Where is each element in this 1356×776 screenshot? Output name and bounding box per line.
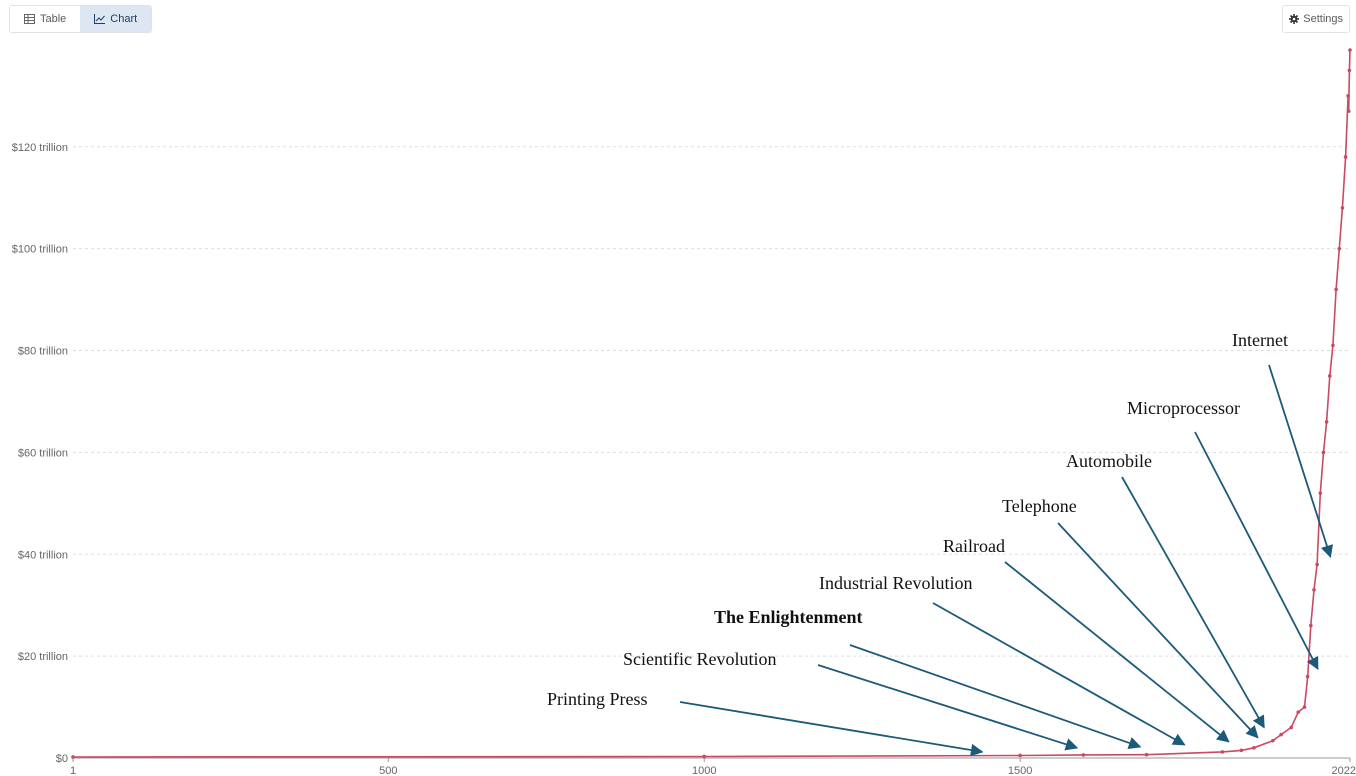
y-tick-label: $40 trillion <box>18 549 68 561</box>
table-tab-label: Table <box>40 13 67 25</box>
annotation-label: Railroad <box>943 536 1005 556</box>
data-point <box>1318 491 1323 495</box>
annotation-arrow <box>1121 476 1265 729</box>
data-point <box>1239 748 1244 753</box>
data-point <box>1346 109 1351 113</box>
annotation-arrow <box>1268 364 1333 559</box>
data-point <box>1348 48 1352 52</box>
data-point <box>1305 674 1310 679</box>
data-point <box>1315 562 1319 567</box>
chart-tab-label: Chart <box>110 13 138 25</box>
y-tick-label: $0 <box>56 753 68 765</box>
annotation-arrow <box>817 664 1079 751</box>
annotation-arrow <box>849 644 1142 749</box>
annotation-arrow <box>1194 431 1319 670</box>
y-tick-label: $20 trillion <box>18 651 68 663</box>
data-point <box>1321 450 1326 455</box>
data-point <box>1312 588 1316 592</box>
gear-icon <box>1289 14 1300 24</box>
annotation-arrow <box>1057 522 1259 739</box>
data-point <box>1324 420 1329 424</box>
data-point <box>1302 705 1307 709</box>
annotation-label: Scientific Revolution <box>623 649 776 669</box>
annotation-label: Industrial Revolution <box>819 573 972 593</box>
series-line-path <box>72 49 1351 758</box>
series-line <box>72 49 1351 758</box>
series-points <box>71 48 1352 759</box>
settings-button[interactable]: Settings <box>1282 5 1350 33</box>
data-point <box>1081 753 1086 757</box>
data-point <box>1018 753 1022 758</box>
data-point <box>1343 155 1348 159</box>
y-tick-label: $80 trillion <box>18 346 68 358</box>
annotation-arrow <box>679 701 984 757</box>
data-point <box>1144 752 1149 757</box>
data-point <box>1327 374 1332 378</box>
chart-tab[interactable]: Chart <box>80 6 152 32</box>
data-point <box>71 755 75 759</box>
data-point <box>702 754 707 759</box>
x-tick-label: 1500 <box>1008 765 1032 776</box>
annotation-label: Printing Press <box>547 689 648 709</box>
data-point <box>1271 738 1275 743</box>
data-point <box>1220 750 1225 754</box>
annotation-label: Microprocessor <box>1127 398 1240 418</box>
data-point <box>1347 68 1352 73</box>
data-point <box>1334 287 1338 292</box>
x-tick-label: 500 <box>379 765 397 776</box>
table-icon <box>24 14 35 24</box>
data-point <box>1309 623 1313 628</box>
data-point <box>1340 206 1345 210</box>
axes: $0 $20 trillion $40 trillion $60 trillion $8… <box>12 142 1356 776</box>
data-point <box>1331 343 1335 348</box>
data-point <box>1279 732 1283 737</box>
annotation-arrow <box>932 602 1186 746</box>
y-tick-label: $120 trillion <box>12 142 68 154</box>
line-chart-icon <box>94 14 106 24</box>
annotation-arrow <box>1004 561 1230 743</box>
annotation-label: The Enlightenment <box>714 607 863 627</box>
x-tick-label: 1 <box>70 765 76 776</box>
annotation-label: Telephone <box>1002 496 1077 516</box>
data-point <box>1252 746 1256 750</box>
y-tick-label: $100 trillion <box>12 244 68 256</box>
view-toggle: Table Chart <box>9 5 153 33</box>
y-tick-label: $60 trillion <box>18 447 68 459</box>
data-point <box>1289 725 1294 730</box>
annotations: Printing Press Scientific Revolution The E… <box>547 330 1333 757</box>
annotation-label: Internet <box>1232 330 1288 350</box>
x-tick-label: 1000 <box>692 765 716 776</box>
data-point <box>1296 710 1300 714</box>
data-point <box>1337 246 1342 251</box>
settings-label: Settings <box>1303 13 1343 25</box>
annotation-label: Automobile <box>1066 451 1152 471</box>
x-tick-label: 2022 <box>1332 765 1356 776</box>
data-point <box>1346 94 1350 98</box>
grid-lines <box>73 146 1350 657</box>
table-tab[interactable]: Table <box>10 6 81 32</box>
